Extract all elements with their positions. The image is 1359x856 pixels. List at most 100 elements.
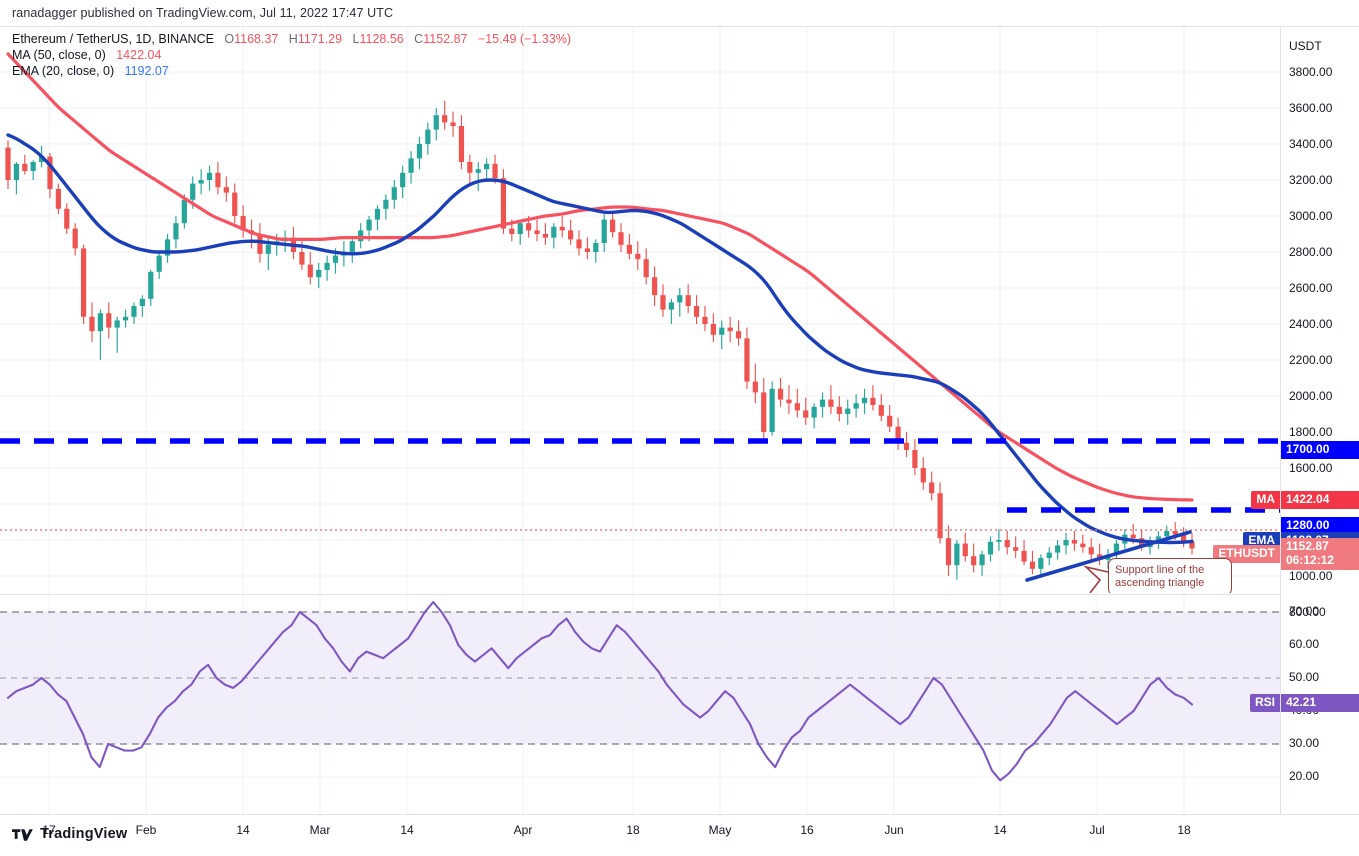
candle-body <box>391 187 397 200</box>
candle-body <box>601 219 607 243</box>
candle-body <box>693 306 700 317</box>
candle-body <box>442 115 448 123</box>
candle-body <box>685 295 691 306</box>
candle-body <box>962 543 968 557</box>
candle-body <box>517 223 523 234</box>
rsi-tick: 30.00 <box>1289 736 1320 750</box>
candle-body <box>702 316 708 324</box>
price-tick: 800.00 <box>1289 605 1326 619</box>
price-axis[interactable]: USDT 3800.00 3600.00 3400.00 3200.00 3000.00… <box>1280 27 1359 814</box>
rsi-pane[interactable]: RSI (14, close) 42.21 <box>0 594 1280 815</box>
price-tick: 3200.00 <box>1289 173 1333 187</box>
price-tick: 3600.00 <box>1289 101 1333 115</box>
candle-body <box>38 156 45 162</box>
axis-badge-tag[interactable]: RSI <box>1249 693 1280 712</box>
candle-body <box>895 426 901 443</box>
time-tick: 18 <box>626 823 640 837</box>
axis-badge-value[interactable]: 1152.87 06:12:12 <box>1281 538 1359 571</box>
candle-body <box>803 410 809 418</box>
candle-body <box>425 129 431 144</box>
ema-line <box>6 133 1194 545</box>
candle-body <box>1088 547 1094 555</box>
candle-body <box>475 169 481 173</box>
annotation-callout[interactable]: Support line of the ascending triangle <box>1108 558 1232 593</box>
candle-body <box>240 216 246 231</box>
price-tick: 2400.00 <box>1289 317 1333 331</box>
candle-body <box>316 270 322 278</box>
candle-body <box>173 223 179 240</box>
candle-body <box>30 162 36 171</box>
tradingview-wordmark: TradingView <box>40 826 128 842</box>
candle-body <box>651 277 658 296</box>
candle-body <box>643 259 649 278</box>
candle-body <box>727 327 733 332</box>
rsi-tick: 20.00 <box>1289 769 1320 783</box>
candle-body <box>1038 558 1044 569</box>
candle-body <box>5 147 11 180</box>
axis-badge-tag[interactable]: ETHUSDT <box>1213 545 1280 564</box>
tradingview-logo[interactable]: TradingView <box>12 826 127 842</box>
candle-body <box>458 126 465 162</box>
candle-body <box>794 403 800 411</box>
candle-body <box>131 306 137 317</box>
candle-body <box>484 163 490 170</box>
time-tick: 17 <box>42 823 56 837</box>
candle-body <box>1055 545 1061 553</box>
candle-body <box>954 543 960 566</box>
candle-body <box>912 450 918 468</box>
axis-badge-value[interactable]: 1280.00 <box>1281 516 1359 535</box>
candle-body <box>937 493 943 539</box>
axis-badge-tag[interactable]: MA <box>1251 491 1280 510</box>
candle-body <box>332 255 339 263</box>
price-tick: 2800.00 <box>1289 245 1333 259</box>
candle-body <box>114 320 120 328</box>
axis-badge-value[interactable]: 1700.00 <box>1281 441 1359 459</box>
candle-body <box>257 234 263 254</box>
candle-body <box>979 554 985 566</box>
candle-body <box>232 192 238 216</box>
candle-body <box>55 189 61 209</box>
candle-body <box>198 180 204 184</box>
candle-body <box>215 172 221 188</box>
candle-body <box>971 556 977 566</box>
candle-body <box>72 228 78 249</box>
candle-body <box>878 405 884 416</box>
candle-body <box>903 442 910 450</box>
candle-body <box>819 399 826 407</box>
candle-body <box>845 408 851 414</box>
ascending-triangle-support-line[interactable] <box>1025 530 1192 582</box>
candle-body <box>164 239 171 256</box>
price-tick: 3800.00 <box>1289 65 1333 79</box>
candle-body <box>106 313 112 328</box>
axis-badge-value[interactable]: 1422.04 <box>1281 491 1359 510</box>
candle-body <box>299 252 305 265</box>
candle-body <box>492 163 498 179</box>
candle-body <box>920 468 926 483</box>
candle-body <box>206 172 213 180</box>
price-pane[interactable]: Ethereum / TetherUS, 1D, BINANCE O1168.3… <box>0 27 1280 593</box>
candle-body <box>1080 543 1086 548</box>
candle-body <box>626 244 632 254</box>
candle-body <box>828 399 834 407</box>
candle-body <box>526 223 532 231</box>
candle-body <box>861 397 868 404</box>
time-axis[interactable]: 17 Feb 14 Mar 14 Apr 18 May 16 Jun 14 Jul 18 <box>0 814 1359 845</box>
candle-body <box>752 381 758 393</box>
candle-body <box>13 163 20 180</box>
axis-badge-value[interactable]: 42.21 <box>1281 693 1359 712</box>
published-bar: ranadagger published on TradingView.com,… <box>0 0 1359 26</box>
candle-body <box>1113 543 1120 555</box>
candle-body <box>1189 541 1195 549</box>
candle-body <box>534 230 540 234</box>
candle-body <box>576 239 582 249</box>
time-tick: 16 <box>800 823 814 837</box>
candle-body <box>324 262 330 270</box>
candle-body <box>559 226 565 231</box>
candle-body <box>1180 534 1187 542</box>
time-tick: Apr <box>513 823 533 837</box>
candle-body <box>660 295 666 310</box>
candle-body <box>996 540 1002 542</box>
candle-body <box>1155 536 1162 542</box>
callout-leader <box>1083 565 1109 593</box>
candle-body <box>668 302 674 310</box>
